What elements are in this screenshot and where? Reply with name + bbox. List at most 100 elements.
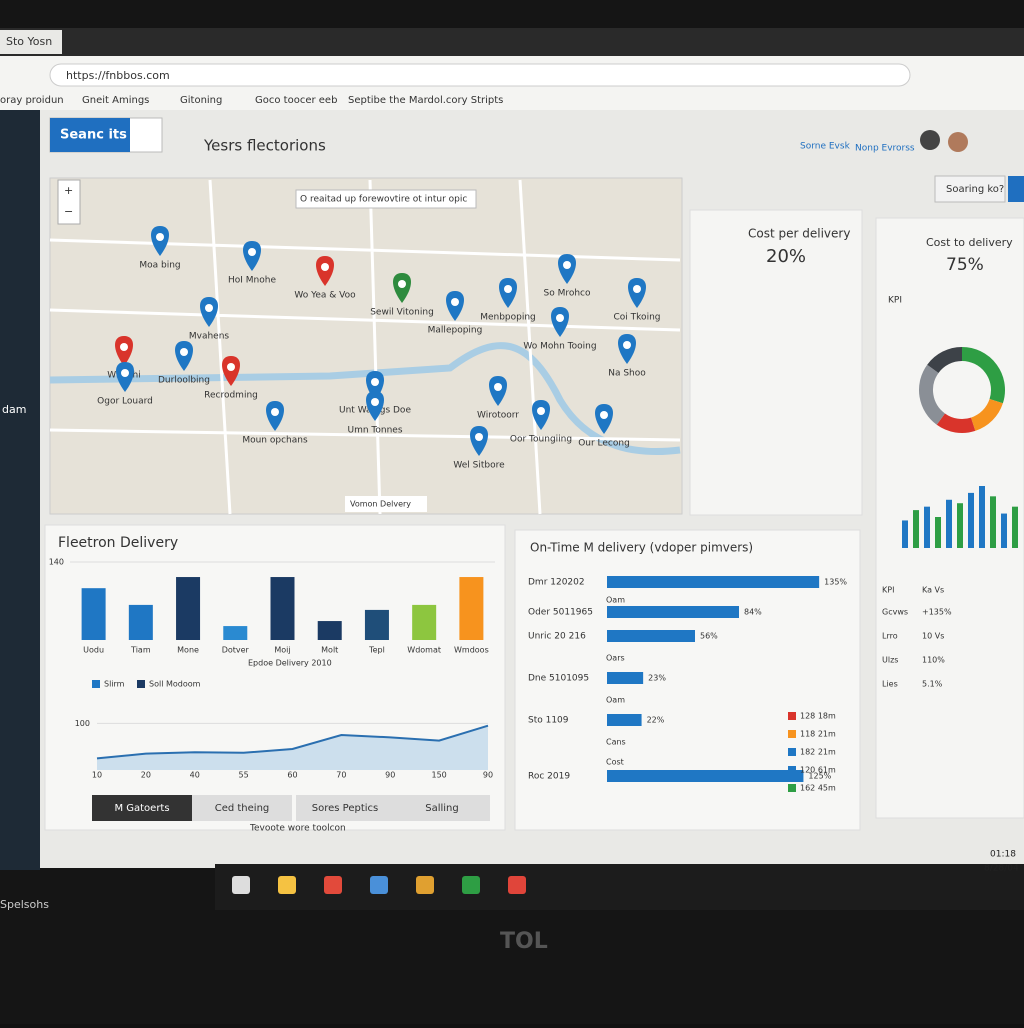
button-label[interactable]: Sores Peptics [312,803,378,814]
table-cell: 5.1% [922,680,943,689]
taskbar-icon[interactable] [416,876,434,894]
map-pin-dot[interactable] [494,383,502,391]
map-pin-dot[interactable] [451,298,459,306]
header-button-label[interactable]: Soaring ko? [946,184,1004,195]
taskbar-icon[interactable] [324,876,342,894]
header-link[interactable]: Nonp Evrorss [855,144,915,154]
map-pin-dot[interactable] [600,411,608,419]
map-pin-dot[interactable] [398,280,406,288]
button[interactable] [296,795,394,821]
search-button-label[interactable]: Seanc its [60,128,127,143]
value-label: 125% [808,772,831,781]
map-pin-dot[interactable] [271,408,279,416]
taskbar-icon[interactable] [278,876,296,894]
taskbar-icon[interactable] [508,876,526,894]
legend-label: 182 21m [800,748,836,757]
bookmark[interactable]: Gitoning [180,95,222,106]
button-label[interactable]: Salling [425,803,459,814]
card-title: Cost to delivery [926,236,1013,249]
x-tick-label: Tiam [130,646,151,655]
legend-label: 120 61m [800,766,836,775]
map-pin-dot[interactable] [180,348,188,356]
note: Cans [606,738,626,747]
bookmark[interactable]: oray proidun [0,95,64,106]
map-pin-dot[interactable] [120,343,128,351]
taskbar-icon[interactable] [232,876,250,894]
bookmark[interactable]: Gneit Amings [82,95,149,106]
button[interactable] [394,795,490,821]
chart-title: Fleetron Delivery [58,535,178,551]
url[interactable]: https://fnbbos.com [66,69,170,82]
search-button[interactable] [50,118,130,152]
map-pin-dot[interactable] [563,261,571,269]
header-button-accent[interactable] [1008,176,1024,202]
button-label[interactable]: M Gatoerts [114,803,169,814]
map-pin-dot[interactable] [475,433,483,441]
button[interactable] [92,795,192,821]
map-pin-dot[interactable] [227,363,235,371]
tab-title[interactable]: Sto Yosn [6,35,52,48]
map-pin-dot[interactable] [537,407,545,415]
x-tick-label: 70 [336,771,346,780]
category-label: Sto 1109 [528,716,569,726]
bar [902,520,908,548]
map-pin-dot[interactable] [121,369,129,377]
map-pin-label: Mvahens [189,332,230,342]
zoom-out[interactable]: − [64,205,73,218]
x-tick-label: 90 [385,771,395,780]
map-pin-dot[interactable] [556,314,564,322]
value-label: 23% [648,674,666,683]
map-pin-dot[interactable] [504,285,512,293]
map-pin-dot[interactable] [371,398,379,406]
chart-subtitle: Epdoe Delivery 2010 [248,659,332,668]
map-pin-dot[interactable] [623,341,631,349]
map-pin-label: Oor Toungiing [510,435,572,445]
map-pin-dot[interactable] [156,233,164,241]
bar [607,630,695,642]
bar [1001,513,1007,548]
bar [223,626,248,640]
tab[interactable] [0,30,62,54]
map-pin-label: Our Lecong [578,439,630,449]
bar [607,714,642,726]
map-pin-dot[interactable] [248,248,256,256]
value-label: 84% [744,608,762,617]
taskbar-icon[interactable] [462,876,480,894]
card-value: 75% [946,255,984,275]
zoom-control[interactable] [57,179,81,225]
legend-swatch [137,680,145,688]
x-tick-label: Moij [274,646,290,655]
bookmark[interactable]: Septibe the Mardol.cory Stripts [348,95,503,106]
category-label: Unric 20 216 [528,632,586,642]
donut-slice [970,398,1003,431]
header-button[interactable] [934,175,1006,203]
zoom-in[interactable]: + [64,184,73,197]
footer-text: Tevoote wore toolcon [249,824,346,834]
avatar[interactable] [920,130,940,150]
map-pin-label: Sewil Vitoning [370,308,434,318]
map-footer [345,496,427,512]
header-link[interactable]: Sorne Evsk [800,142,851,152]
map-pin-dot[interactable] [205,304,213,312]
bookmark[interactable]: Goco toocer eeb [255,95,337,106]
map-pin-label: Recrodming [204,391,258,401]
button-label[interactable]: Ced theing [215,803,270,814]
map-pin-dot[interactable] [371,378,379,386]
map-notice-text: O reaitad up forewovtire ot intur opic [300,195,467,205]
bar [364,609,389,640]
map-pin-label: HoI Mnohe [228,276,276,286]
x-tick-label: 40 [190,771,200,780]
avatar[interactable] [948,132,968,152]
x-tick-label: Mone [177,646,199,655]
map-pin-dot[interactable] [633,285,641,293]
map-pin-dot[interactable] [321,263,329,271]
bar [957,503,963,548]
button[interactable] [192,795,292,821]
legend-swatch [788,766,796,774]
note: Oam [606,696,625,705]
donut-slice [961,347,1005,404]
line [96,724,489,760]
url-bar[interactable] [49,63,911,87]
map-pin-label: Menbpoping [480,313,536,323]
taskbar-icon[interactable] [370,876,388,894]
